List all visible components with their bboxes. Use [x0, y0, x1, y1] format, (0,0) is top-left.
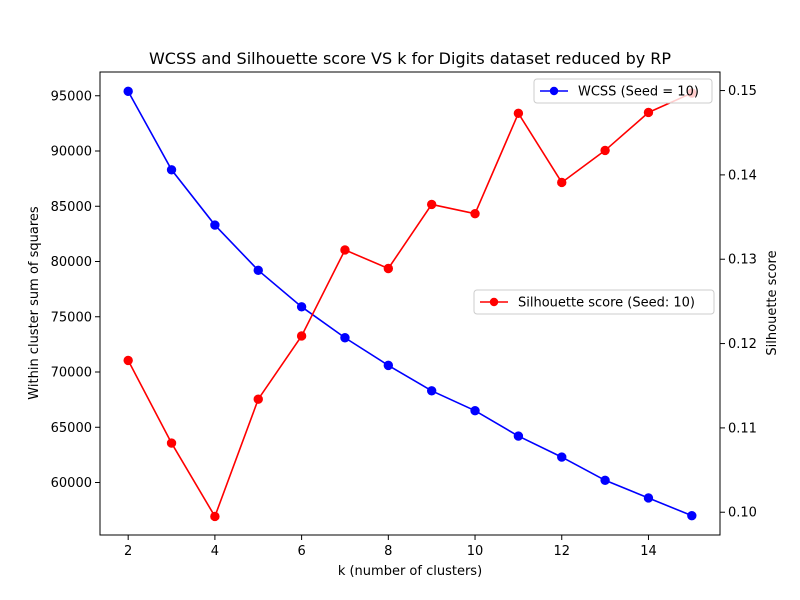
y-right-tick-label: 0.14	[728, 168, 757, 183]
series-2-point	[470, 208, 480, 219]
series-2-point	[513, 108, 524, 119]
series-1-point	[557, 452, 567, 462]
series-2-point	[253, 394, 263, 404]
legends: WCSS (Seed = 10) Silhouette score (Seed: …	[473, 78, 715, 315]
x-tick-label: 6	[297, 544, 305, 559]
series-2-point	[643, 107, 654, 118]
plot-frame	[99, 71, 721, 536]
legend-box	[533, 78, 713, 104]
x-tick-label: 12	[553, 544, 570, 559]
series-1-point	[470, 405, 480, 416]
series-2-point	[210, 511, 220, 522]
legend-2: Silhouette score (Seed: 10)	[473, 289, 715, 315]
series-2-point	[296, 331, 307, 341]
series-1-point	[340, 333, 350, 343]
series-1-point	[253, 265, 263, 276]
series-1-point	[643, 493, 654, 503]
series-1-point	[123, 86, 133, 97]
series-1-point	[600, 475, 610, 486]
series-1-point	[383, 360, 394, 371]
legend-1: WCSS (Seed = 10)	[533, 78, 713, 104]
legend-box	[473, 289, 715, 315]
legend-swatch-marker	[549, 86, 559, 96]
y-right-tick-label: 0.12	[728, 337, 757, 352]
legend-swatch-marker	[489, 297, 499, 307]
y-right-tick-label: 0.15	[728, 84, 757, 99]
y-left-tick-label: 70000	[51, 366, 92, 381]
y-left-tick-label: 90000	[51, 145, 92, 160]
series-line-2	[127, 92, 693, 519]
legend-label: WCSS (Seed = 10)	[578, 85, 699, 100]
series-1-point	[166, 165, 177, 175]
series-2-point	[383, 263, 394, 274]
legend-label: Silhouette score (Seed: 10)	[518, 296, 695, 311]
x-tick-label: 2	[124, 544, 132, 559]
y-right-tick-label: 0.11	[728, 421, 757, 436]
series-1-point	[296, 302, 307, 312]
series-1-point	[687, 510, 697, 521]
x-tick-label: 4	[211, 544, 219, 559]
series-2-point	[557, 177, 567, 188]
series-1-point	[513, 431, 524, 441]
x-tick-label: 8	[384, 544, 392, 559]
series-2-point	[123, 355, 133, 366]
y-axis-label-left: Within cluster sum of squares	[27, 206, 42, 400]
y-left-tick-label: 85000	[51, 200, 92, 215]
y-left-tick-label: 65000	[51, 421, 92, 436]
y-right-tick-label: 0.10	[728, 506, 757, 521]
x-tick-label: 10	[467, 544, 484, 559]
y-axis-label-right: Silhouette score	[765, 250, 780, 355]
y-left-tick-label: 95000	[51, 89, 92, 104]
y-left-tick-label: 80000	[51, 255, 92, 270]
y-left-tick-label: 75000	[51, 310, 92, 325]
series-2-point	[340, 245, 350, 255]
x-tick-label: 14	[640, 544, 657, 559]
y-left-tick-label: 60000	[51, 476, 92, 491]
y-right-tick-label: 0.13	[728, 253, 757, 268]
series-1-point	[210, 220, 220, 230]
chart-title: WCSS and Silhouette score VS k for Digit…	[149, 49, 671, 68]
x-axis-label: k (number of clusters)	[338, 564, 482, 579]
series-1-point	[426, 386, 437, 396]
series-line-1	[127, 90, 693, 517]
series-2-point	[166, 438, 177, 448]
series-2-point	[600, 145, 610, 156]
series-2-point	[426, 199, 437, 210]
